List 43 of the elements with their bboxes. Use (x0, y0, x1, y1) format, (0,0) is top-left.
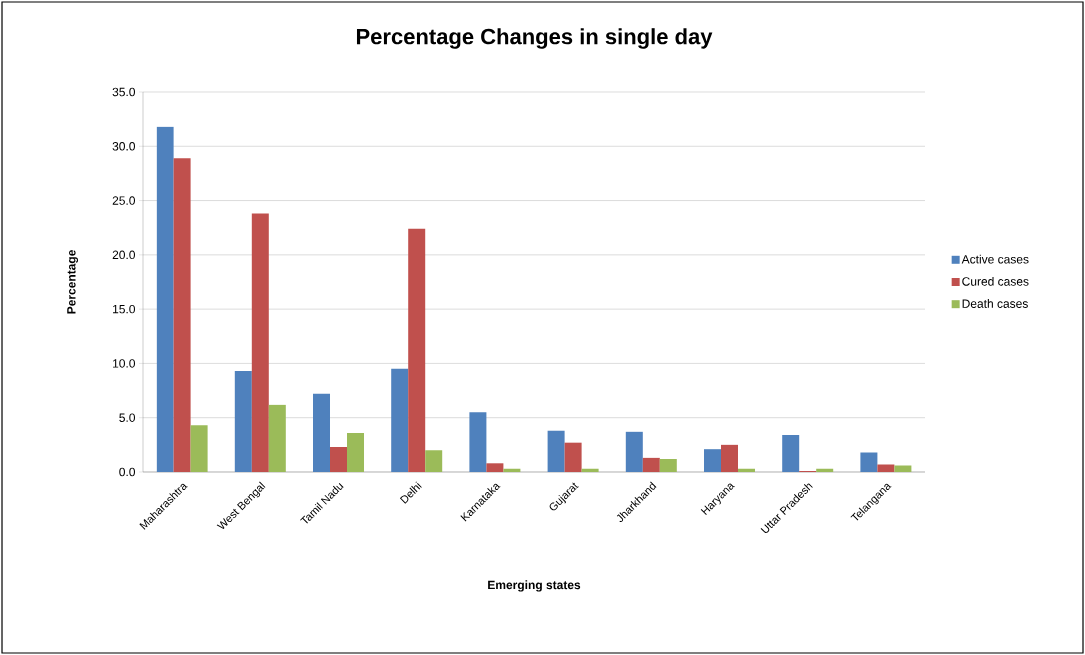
bar (313, 393, 330, 472)
bar (408, 228, 426, 472)
bar (347, 432, 365, 472)
bar (503, 468, 521, 472)
bar (234, 371, 252, 472)
y-tick-label: 35.0 (112, 87, 136, 97)
bar (486, 463, 504, 472)
bar (173, 158, 191, 472)
bar (704, 449, 721, 472)
chart-title: Percentage Changes in single day (356, 28, 713, 49)
bar (190, 425, 208, 472)
legend-label: Cured cases (962, 276, 1029, 286)
y-tick-label: 25.0 (112, 196, 136, 205)
y-tick-label: 5.0 (119, 413, 136, 422)
y-tick-label: 0.0 (119, 467, 136, 477)
bar (268, 404, 286, 472)
y-tick-label: 10.0 (113, 359, 136, 368)
bar (659, 458, 677, 472)
bar (581, 468, 599, 472)
bar (738, 468, 755, 472)
x-axis-title: Emerging states (488, 580, 581, 592)
bar (564, 442, 582, 472)
y-tick-label: 20.0 (112, 250, 136, 260)
bar (721, 444, 738, 472)
legend-label: Active cases (961, 254, 1029, 264)
y-tick-label: 30.0 (112, 142, 136, 151)
y-axis-title: Percentage (67, 250, 79, 314)
bar (547, 430, 565, 472)
bar (391, 368, 409, 472)
bar (625, 431, 643, 472)
bar (877, 464, 895, 472)
legend-label: Death cases (962, 299, 1028, 308)
bar (816, 468, 834, 472)
bar (860, 452, 878, 472)
bar (469, 412, 487, 472)
bar (330, 447, 348, 472)
y-tick-label: 15.0 (113, 304, 136, 314)
bar (251, 213, 269, 472)
bar (156, 126, 174, 472)
bar (425, 450, 443, 472)
bar (642, 457, 660, 472)
bar (894, 465, 912, 472)
bar (782, 435, 800, 472)
